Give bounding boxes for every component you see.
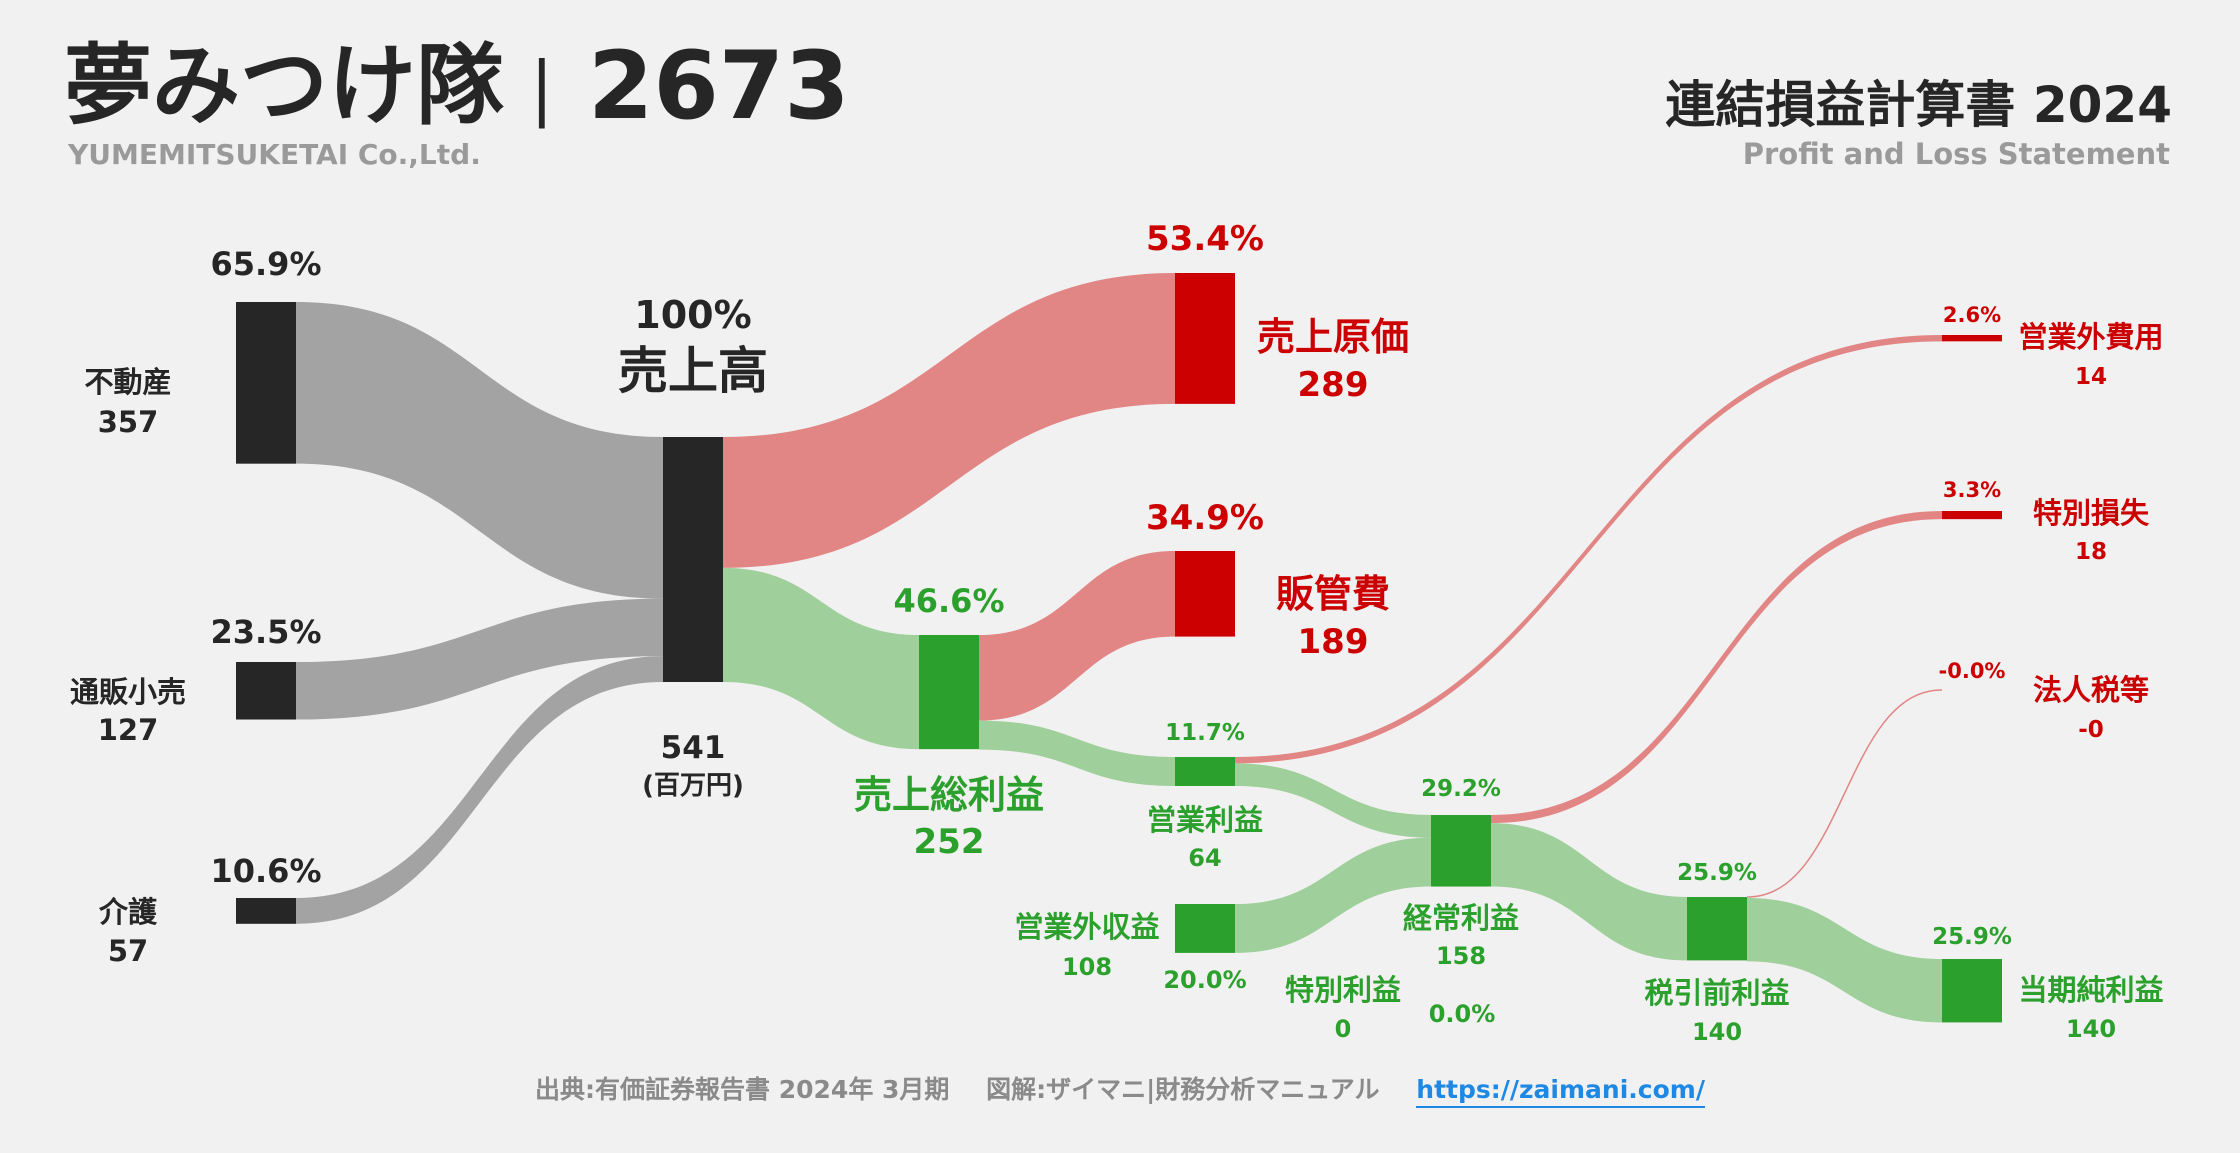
header-separator: | [530,47,554,129]
link-pretax-tax [1746,689,1943,898]
link-revenue-gross [723,567,919,750]
pct-revenue: 100% [634,293,751,337]
value-gross: 252 [914,822,985,862]
footer-source: 出典:有価証券報告書 2024年 3月期 [535,1075,950,1104]
sankey-links [296,273,1943,1023]
value-op: 64 [1188,844,1221,872]
value-ordinary: 158 [1436,942,1486,970]
label-fudousan: 不動産 [84,365,171,399]
value-tax: -0 [2078,717,2104,743]
node-pretax [1687,897,1747,961]
pct-kaigo: 10.6% [210,852,321,890]
stock-code: 2673 [588,32,850,141]
value-fudousan: 357 [98,405,159,439]
link-op-ordinary [1235,763,1431,838]
node-ordinary [1431,815,1491,887]
footer-link[interactable]: https://zaimani.com/ [1416,1075,1705,1108]
pct-gross: 46.6% [893,582,1004,620]
label-sga: 販管費 [1276,572,1390,616]
label-net: 当期純利益 [2018,973,2163,1007]
node-fudousan [236,302,296,464]
value-revenue: 541 [661,730,726,766]
node-gross [919,635,979,750]
label-tsuhan: 通販小売 [70,675,186,709]
statement-subtitle: Profit and Loss Statement [1743,137,2170,171]
label-sp-gain: 特別利益 [1285,973,1401,1007]
company-name-en: YUMEMITSUKETAI Co.,Ltd. [67,138,481,171]
node-tsuhan [236,662,296,720]
node-revenue [663,437,723,682]
link-ordinary-sp_loss [1491,511,1942,824]
pct-tax: -0.0% [1939,659,2006,683]
label-revenue: 売上高 [618,342,768,400]
node-kaigo [236,898,296,924]
pct-net: 25.9% [1932,924,2012,950]
pct-sga: 34.9% [1146,498,1264,538]
value-sga: 189 [1298,622,1369,662]
label-nonop-inc: 営業外収益 [1014,910,1159,944]
pct-pretax: 25.9% [1677,860,1757,886]
node-sp_loss [1942,511,2002,520]
link-tsuhan-revenue [296,598,663,720]
pct-sp-loss: 3.3% [1943,478,2001,502]
pct-cogs: 53.4% [1146,219,1264,259]
pct-ordinary: 29.2% [1421,776,1501,802]
label-cogs: 売上原価 [1257,315,1409,359]
link-kaigo-revenue [296,656,663,924]
value-cogs: 289 [1298,365,1369,405]
statement-title: 連結損益計算書 2024 [1665,76,2172,134]
pct-nonop-inc: 20.0% [1163,966,1246,994]
label-nonop-exp: 営業外費用 [2018,320,2163,354]
pct-fudousan: 65.9% [210,245,321,283]
company-name: 夢みつけ隊 [64,34,504,137]
pct-nonop-exp: 2.6% [1943,303,2001,327]
value-sp-loss: 18 [2075,539,2107,565]
link-op-nonop_exp [1235,335,1942,764]
node-cogs [1175,273,1235,404]
node-op [1175,757,1235,786]
link-ordinary-pretax [1491,823,1687,961]
pct-sp-gain: 0.0% [1429,1000,1496,1028]
link-nonop_inc-ordinary [1235,837,1431,953]
pct-op: 11.7% [1165,720,1245,746]
label-pretax: 税引前利益 [1644,976,1789,1010]
unit-label: (百万円) [642,771,744,801]
value-nonop-exp: 14 [2075,364,2107,390]
link-pretax-net [1747,898,1942,1023]
label-gross: 売上総利益 [854,773,1044,817]
node-sga [1175,551,1235,637]
value-net: 140 [2066,1015,2116,1043]
label-ordinary: 経常利益 [1403,901,1519,935]
link-gross-op [979,720,1175,786]
sankey-labels: 65.9% 不動産 357 23.5% 通販小売 127 10.6% 介護 57 100% 売上高 5… [70,219,2164,1046]
footer-credit: 図解:ザイマニ|財務分析マニュアル [986,1075,1380,1104]
label-tax: 法人税等 [2033,673,2149,707]
link-revenue-cogs [723,273,1175,568]
footer: 出典:有価証券報告書 2024年 3月期 図解:ザイマニ|財務分析マニュアル h… [0,1070,2240,1108]
node-nonop_inc [1175,904,1235,953]
value-kaigo: 57 [108,934,148,968]
label-sp-loss: 特別損失 [2033,496,2150,530]
node-nonop_exp [1942,335,2002,342]
value-sp-gain: 0 [1335,1015,1352,1043]
value-nonop-inc: 108 [1062,953,1112,981]
label-op: 営業利益 [1147,803,1263,837]
value-tsuhan: 127 [98,713,159,747]
node-tax [1942,690,2002,694]
sankey-nodes [236,273,2002,1023]
link-gross-sga [979,551,1175,721]
node-net [1942,959,2002,1023]
link-fudousan-revenue [296,302,663,599]
pct-tsuhan: 23.5% [210,613,321,651]
value-pretax: 140 [1692,1018,1742,1046]
label-kaigo: 介護 [98,895,158,929]
